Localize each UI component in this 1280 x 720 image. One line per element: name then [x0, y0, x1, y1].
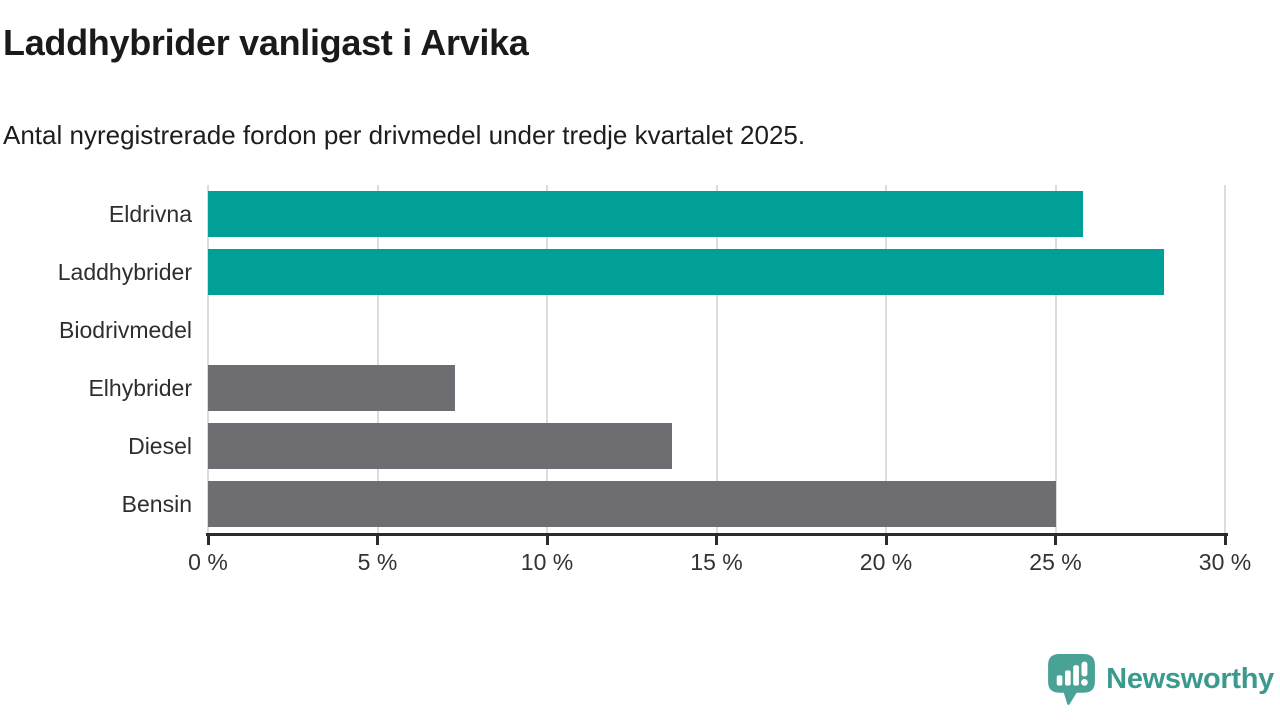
bar-laddhybrider — [208, 249, 1164, 295]
x-axis-tick-label-30: 30 % — [1198, 549, 1252, 575]
x-axis-tick-label-5: 5 % — [357, 549, 398, 575]
newsworthy-logo[interactable]: Newsworthy — [1046, 652, 1274, 707]
gridline-30 — [1224, 185, 1226, 533]
plot-area — [207, 185, 1226, 533]
newsworthy-chart-bubble-icon — [1046, 652, 1097, 707]
x-axis-tick-25 — [1054, 536, 1057, 545]
category-label-eldrivna: Eldrivna — [108, 200, 192, 227]
x-axis: 0 % 5 % 10 % 15 % 20 % 25 % 30 % — [188, 533, 1251, 588]
category-label-laddhybrider: Laddhybrider — [57, 258, 192, 285]
x-axis-line — [206, 533, 1228, 536]
x-axis-tick-10 — [545, 536, 549, 545]
x-axis-tick-label-15: 15 % — [690, 549, 743, 575]
bar-eldrivna — [208, 191, 1083, 237]
bar-row-laddhybrider — [208, 243, 1225, 301]
bar-row-biodrivmedel — [208, 301, 1225, 359]
category-label-bensin: Bensin — [121, 490, 192, 517]
x-axis-tick-0 — [206, 536, 210, 545]
x-axis-tick-label-20: 20 % — [859, 549, 913, 575]
gridline-5 — [376, 185, 379, 533]
gridline-0 — [207, 185, 209, 533]
bar-elhybrider — [208, 365, 456, 411]
bar-row-bensin — [208, 475, 1225, 533]
bar-row-diesel — [208, 417, 1225, 475]
x-axis-tick-5 — [376, 536, 379, 545]
chart-subtitle: Antal nyregistrerade fordon per drivmede… — [3, 120, 806, 150]
x-axis-tick-label-25: 25 % — [1029, 549, 1082, 575]
x-axis-tick-label-10: 10 % — [520, 549, 574, 575]
category-label-biodrivmedel: Biodrivmedel — [59, 316, 192, 343]
x-axis-tick-20 — [884, 536, 888, 545]
gridline-15 — [715, 185, 718, 533]
x-axis-tick-label-0: 0 % — [188, 549, 228, 575]
gridline-25 — [1054, 185, 1057, 533]
gridline-20 — [885, 185, 887, 533]
category-label-diesel: Diesel — [128, 432, 192, 459]
x-axis-tick-15 — [715, 536, 718, 545]
bar-row-eldrivna — [208, 185, 1225, 243]
newsworthy-wordmark: Newsworthy — [1106, 663, 1274, 695]
gridline-10 — [546, 185, 548, 533]
x-axis-tick-30 — [1223, 536, 1227, 545]
category-label-elhybrider: Elhybrider — [88, 374, 192, 401]
chart-title: Laddhybrider vanligast i Arvika — [3, 22, 529, 63]
bar-row-elhybrider — [208, 359, 1225, 417]
bar-bensin — [208, 481, 1056, 527]
bar-diesel — [208, 423, 673, 469]
category-labels: Eldrivna Laddhybrider Biodrivmedel Elhybrid… — [0, 185, 192, 533]
